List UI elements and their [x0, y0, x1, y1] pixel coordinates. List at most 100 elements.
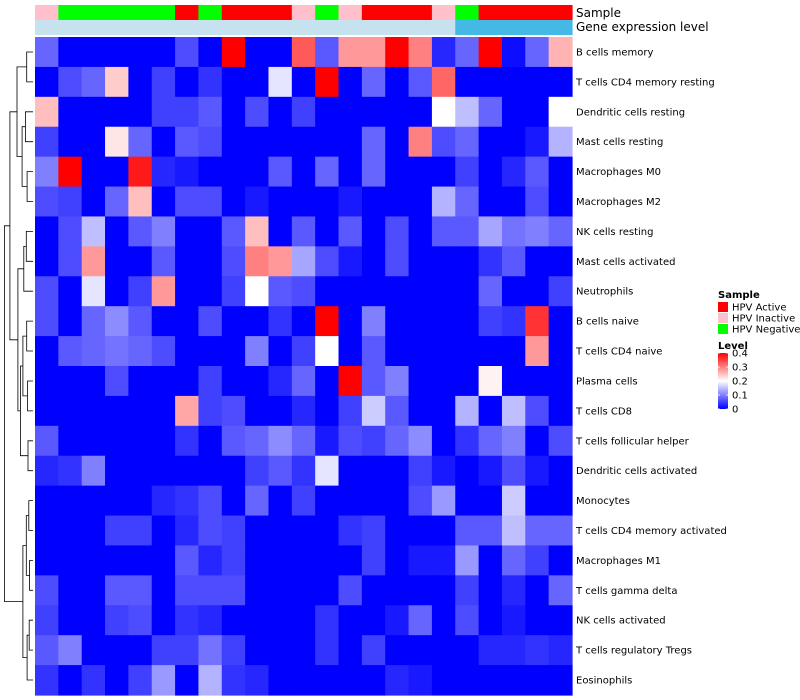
- heatmap-cell: [455, 395, 480, 427]
- heatmap-cell: [501, 395, 526, 427]
- heatmap-cell: [151, 455, 176, 487]
- heatmap-cell: [35, 96, 59, 128]
- heatmap-cell: [385, 276, 410, 307]
- heatmap-cell: [175, 485, 200, 517]
- heatmap-cell: [478, 37, 503, 68]
- heatmap-cell: [338, 66, 363, 98]
- row-label: NK cells resting: [576, 227, 653, 238]
- heatmap-cell: [501, 366, 526, 397]
- heatmap-cell: [478, 455, 503, 487]
- heatmap-cell: [81, 395, 106, 427]
- heatmap-cell: [81, 485, 106, 517]
- heatmap-cell: [361, 126, 386, 158]
- heatmap-cell: [478, 96, 503, 128]
- heatmap-cell: [245, 37, 270, 68]
- heatmap-cell: [548, 395, 573, 427]
- heatmap-cell: [455, 455, 480, 487]
- heatmap-cell: [175, 605, 200, 636]
- heatmap-cell: [291, 605, 316, 636]
- heatmap-cell: [361, 366, 386, 397]
- heatmap-cell: [408, 575, 433, 606]
- heatmap-cell: [408, 336, 433, 367]
- heatmap-cell: [455, 635, 480, 666]
- sample-annotation-cell: [338, 5, 363, 20]
- heatmap-cell: [548, 336, 573, 367]
- dendrogram-branch: [4, 225, 23, 602]
- heatmap-cell: [268, 545, 293, 576]
- heatmap-cell: [58, 635, 83, 666]
- heatmap-cell: [501, 545, 526, 576]
- heatmap-cell: [385, 186, 410, 218]
- dendrogram-branch: [26, 320, 33, 352]
- heatmap-cell: [501, 126, 526, 158]
- heatmap-cell: [151, 665, 176, 696]
- row-label: Mast cells activated: [576, 257, 675, 268]
- heatmap-cell: [128, 485, 153, 517]
- heatmap-cell: [315, 216, 340, 247]
- heatmap-cell: [548, 126, 573, 158]
- gene-annotation-cell: [385, 20, 410, 35]
- heatmap-cell: [105, 425, 129, 457]
- heatmap-cell: [35, 515, 59, 547]
- heatmap-cell: [478, 425, 503, 457]
- heatmap-cell: [268, 336, 293, 367]
- heatmap-cell: [501, 665, 526, 696]
- heatmap-cell: [268, 306, 293, 337]
- sample-annotation-cell: [128, 5, 153, 20]
- gene-annotation-cell: [221, 20, 246, 35]
- heatmap-cell: [431, 455, 456, 487]
- heatmap-cell: [245, 665, 270, 696]
- heatmap-cell: [81, 276, 106, 307]
- heatmap-cell: [198, 246, 223, 277]
- heatmap-cell: [315, 156, 340, 188]
- heatmap-cell: [245, 455, 270, 487]
- heatmap-cell: [268, 126, 293, 158]
- heatmap-cell: [175, 336, 200, 367]
- heatmap-cell: [408, 216, 433, 247]
- gene-annotation-cell: [58, 20, 83, 35]
- heatmap-cell: [385, 336, 410, 367]
- heatmap-cell: [315, 635, 340, 666]
- heatmap-cell: [128, 575, 153, 606]
- heatmap-cell: [315, 605, 340, 636]
- heatmap-cell: [361, 66, 386, 98]
- row-label: T cells CD4 naive: [575, 347, 662, 358]
- heatmap-cell: [455, 37, 480, 68]
- heatmap-cell: [315, 246, 340, 277]
- heatmap-cell: [245, 306, 270, 337]
- heatmap-cell: [81, 66, 106, 98]
- heatmap-cell: [501, 66, 526, 98]
- row-label: Plasma cells: [576, 376, 638, 387]
- heatmap-cell: [81, 246, 106, 277]
- dendrogram-branch: [26, 171, 33, 202]
- heatmap-cell: [221, 96, 246, 128]
- heatmap-cell: [198, 455, 223, 487]
- heatmap-cell: [268, 515, 293, 547]
- heatmap-cell: [548, 605, 573, 636]
- heatmap-cell: [315, 575, 340, 606]
- heatmap-cell: [478, 336, 503, 367]
- heatmap-cell: [408, 635, 433, 666]
- heatmap-cell: [35, 545, 59, 576]
- dendrogram-branch: [27, 440, 33, 472]
- heatmap-cell: [151, 395, 176, 427]
- heatmap-cell: [58, 575, 83, 606]
- heatmap-cell: [221, 665, 246, 696]
- gene-annotation-cell: [408, 20, 433, 35]
- heatmap-cell: [151, 545, 176, 576]
- heatmap-cell: [221, 276, 246, 307]
- heatmap-cell: [478, 575, 503, 606]
- sample-annotation-cell: [291, 5, 316, 20]
- heatmap-cell: [525, 665, 550, 696]
- heatmap-cell: [315, 186, 340, 218]
- heatmap-cell: [361, 276, 386, 307]
- sample-annotation-cell: [268, 5, 293, 20]
- heatmap-cell: [175, 665, 200, 696]
- heatmap-cell: [431, 425, 456, 457]
- heatmap-cell: [81, 545, 106, 576]
- heatmap-cell: [338, 635, 363, 666]
- heatmap-cell: [151, 37, 176, 68]
- heatmap-cell: [408, 276, 433, 307]
- heatmap-cell: [151, 186, 176, 218]
- heatmap-cell: [58, 276, 83, 307]
